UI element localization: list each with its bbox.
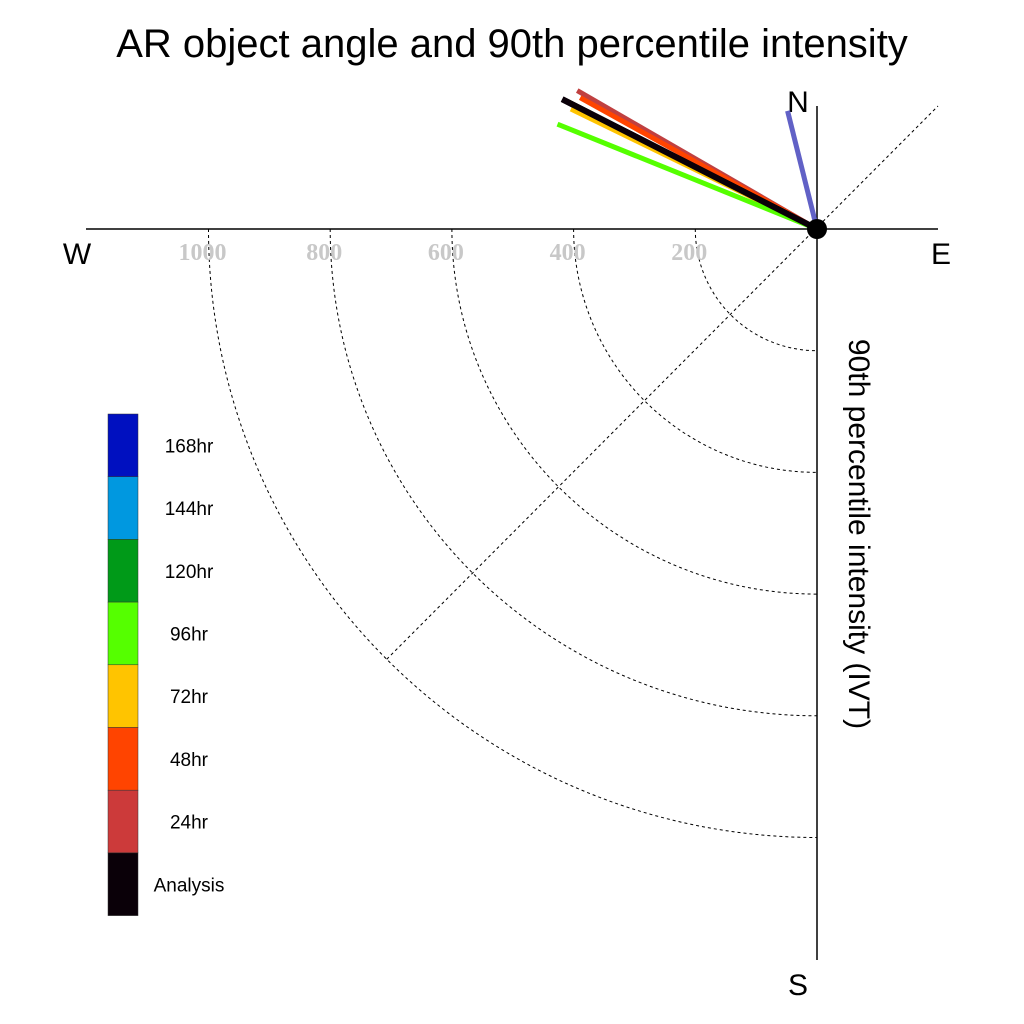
compass-north: N (787, 86, 809, 119)
legend-swatch-48hr (107, 727, 139, 791)
legend-swatch-168hr (107, 413, 139, 477)
grid-ring-600 (451, 228, 818, 595)
legend-swatch-24hr (107, 789, 139, 854)
legend-label-24hr: 24hr (170, 813, 209, 834)
chart-title: AR object angle and 90th percentile inte… (116, 22, 908, 66)
compass-south: S (788, 969, 808, 1002)
grid-ring-200 (694, 228, 818, 352)
radial-axis-label: 90th percentile intensity (IVT) (842, 339, 875, 729)
compass-east: E (931, 238, 951, 271)
legend-swatch-120hr (107, 539, 139, 603)
tick-label-200: 200 (671, 240, 707, 266)
legend-label-120hr: 120hr (165, 562, 214, 583)
legend: 168hr 144hr 120hr 96hr 72hr 48hr 24hr Analysis (107, 413, 225, 916)
grid-ring-400 (573, 228, 818, 473)
legend-label-144hr: 144hr (165, 499, 214, 520)
radial-tick-labels: 200 400 600 800 1000 (179, 240, 708, 266)
grid-diagonal (386, 105, 939, 660)
grid-ring-1000 (208, 228, 818, 838)
vector-168hr-0 (785, 110, 820, 230)
legend-label-48hr: 48hr (170, 750, 209, 771)
origin-point (807, 219, 827, 239)
legend-label-72hr: 72hr (170, 687, 209, 708)
polar-grid (208, 105, 939, 838)
legend-swatch-analysis (107, 852, 139, 916)
vector-analysis-6 (560, 96, 819, 232)
legend-swatch-72hr (107, 664, 139, 728)
legend-label-analysis: Analysis (154, 875, 225, 896)
tick-label-400: 400 (550, 240, 586, 266)
tick-label-600: 600 (428, 240, 464, 266)
tick-label-800: 800 (306, 240, 342, 266)
legend-label-96hr: 96hr (170, 624, 209, 645)
vector-lines (556, 88, 820, 232)
legend-label-168hr: 168hr (165, 436, 214, 457)
compass-west: W (63, 238, 92, 271)
vector-96hr-5 (556, 121, 818, 232)
legend-swatch-144hr (107, 476, 139, 540)
grid-ring-800 (329, 228, 818, 717)
tick-label-1000: 1000 (179, 240, 227, 266)
legend-swatch-96hr (107, 601, 139, 666)
